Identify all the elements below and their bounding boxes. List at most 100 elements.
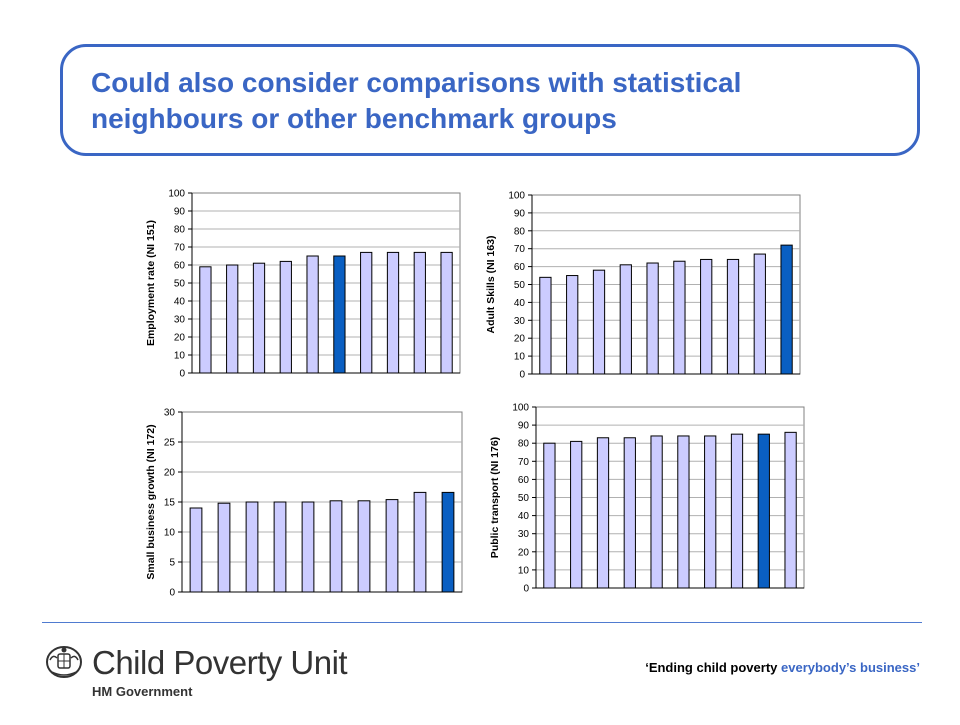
y-tick-label: 30 <box>174 315 186 326</box>
y-tick-label: 90 <box>174 207 186 218</box>
title-box: Could also consider comparisons with sta… <box>60 44 920 156</box>
y-tick-label: 20 <box>518 547 530 558</box>
y-tick-label: 100 <box>512 403 529 414</box>
y-tick-label: 60 <box>518 475 530 486</box>
y-tick-label: 70 <box>514 244 526 255</box>
y-tick-label: 10 <box>164 528 176 539</box>
y-tick-label: 100 <box>168 189 185 200</box>
y-tick-label: 60 <box>514 262 526 273</box>
bar <box>360 251 373 374</box>
y-tick-label: 25 <box>164 438 176 449</box>
bar <box>385 499 399 593</box>
y-tick-label: 50 <box>174 279 186 290</box>
bar-highlight <box>333 255 346 374</box>
y-tick-label: 80 <box>518 439 530 450</box>
chart-1: 0 10 20 30 40 50 60 70 80 90 100 Employment rate (N… <box>145 189 461 380</box>
y-tick-label: 30 <box>164 408 176 419</box>
y-tick-label: 5 <box>169 558 175 569</box>
y-axis-label: Small business growth (NI 172) <box>145 424 157 579</box>
royal-crest-icon <box>46 646 82 678</box>
y-tick-label: 50 <box>514 280 526 291</box>
y-tick-label: 20 <box>514 334 526 345</box>
bar <box>700 258 713 375</box>
y-tick-label: 90 <box>514 208 526 219</box>
bar <box>623 437 636 589</box>
bar <box>677 435 690 589</box>
logo-name: Child Poverty Unit <box>92 644 348 681</box>
bar-highlight <box>757 433 770 589</box>
footer-divider <box>42 622 922 623</box>
y-tick-label: 40 <box>174 297 186 308</box>
bar <box>566 275 579 375</box>
y-tick-label: 30 <box>514 316 526 327</box>
bar <box>543 442 556 589</box>
y-axis-label: Public transport (NI 176) <box>489 437 501 558</box>
bar <box>650 435 663 589</box>
y-tick-label: 10 <box>174 351 186 362</box>
y-tick-label: 0 <box>519 370 525 381</box>
bar <box>217 502 231 593</box>
bar <box>279 260 292 374</box>
chart-2: 0 10 20 30 40 50 60 70 80 90 100 Adult Skills (NI 1… <box>485 191 801 381</box>
child-poverty-unit-logo: Child Poverty Unit HM Government <box>44 644 404 704</box>
y-tick-label: 40 <box>518 511 530 522</box>
y-tick-label: 10 <box>514 352 526 363</box>
y-tick-label: 80 <box>174 225 186 236</box>
bar-highlight <box>780 244 793 375</box>
tagline-part-2: everybody’s business’ <box>781 660 920 675</box>
y-tick-label: 70 <box>174 243 186 254</box>
y-tick-label: 20 <box>174 333 186 344</box>
y-tick-label: 100 <box>508 191 525 202</box>
bar <box>329 500 343 593</box>
y-tick-label: 80 <box>514 226 526 237</box>
tagline-part-1: ‘Ending child poverty <box>645 660 778 675</box>
y-tick-label: 0 <box>169 588 175 599</box>
bar <box>245 501 259 593</box>
bar <box>301 501 315 593</box>
logo-government: HM Government <box>92 684 193 699</box>
chart-3: 0 5 10 15 20 25 30 Small business growth (NI 17… <box>145 408 463 599</box>
bar <box>704 435 717 589</box>
bar <box>619 264 632 375</box>
bar <box>413 251 426 374</box>
bar-highlight <box>441 491 455 593</box>
y-tick-label: 20 <box>164 468 176 479</box>
bar <box>646 262 659 375</box>
chart-4: 0 10 20 30 40 50 60 70 80 90 100 Public transport (… <box>489 403 805 595</box>
tagline: ‘Ending child poverty everybody’s busine… <box>645 660 920 675</box>
bar <box>386 251 400 374</box>
bar <box>570 440 583 589</box>
bar <box>226 264 239 374</box>
slide-title: Could also consider comparisons with sta… <box>91 67 742 134</box>
bar <box>753 253 766 375</box>
bar <box>673 260 686 375</box>
y-tick-label: 30 <box>518 529 530 540</box>
bar <box>252 262 266 374</box>
y-tick-label: 90 <box>518 421 530 432</box>
bar <box>596 437 610 589</box>
bar <box>199 266 212 374</box>
y-axis-label: Adult Skills (NI 163) <box>485 235 497 333</box>
y-tick-label: 0 <box>523 584 529 595</box>
bar <box>413 491 427 593</box>
bar <box>273 501 287 593</box>
bar <box>306 255 319 374</box>
y-tick-label: 70 <box>518 457 530 468</box>
y-tick-label: 40 <box>514 298 526 309</box>
bar <box>189 507 203 593</box>
bar <box>539 276 552 375</box>
bar <box>357 500 371 593</box>
y-tick-label: 0 <box>179 369 185 380</box>
y-tick-label: 10 <box>518 565 530 576</box>
bar <box>730 433 744 589</box>
y-tick-label: 15 <box>164 498 176 509</box>
bar <box>726 258 740 375</box>
bar <box>592 269 606 375</box>
bar <box>784 431 797 589</box>
y-axis-label: Employment rate (NI 151) <box>145 220 157 346</box>
y-tick-label: 60 <box>174 261 186 272</box>
y-tick-label: 50 <box>518 493 530 504</box>
bar <box>440 251 453 374</box>
